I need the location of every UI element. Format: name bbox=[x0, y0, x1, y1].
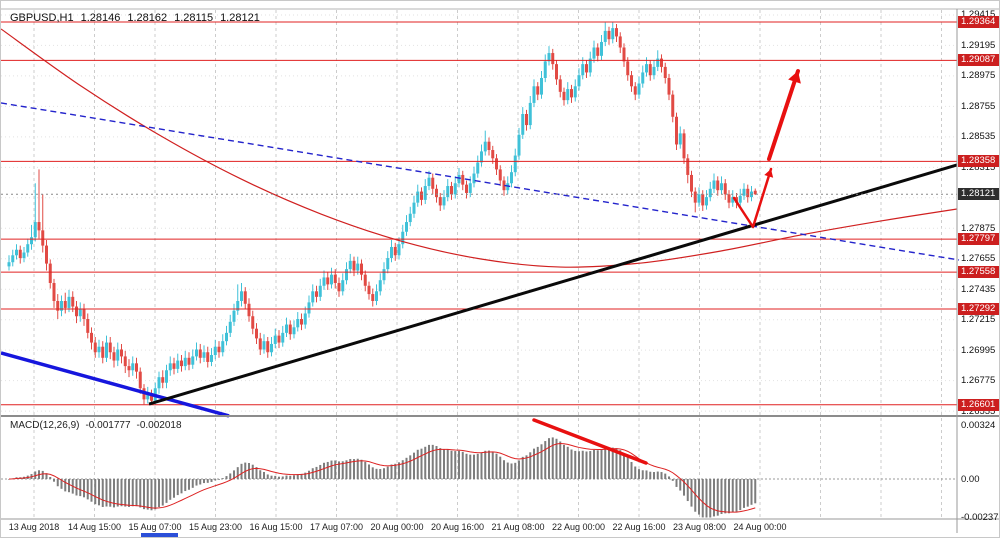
macd-axis-tick: 0.00324 bbox=[961, 419, 996, 431]
time-axis-label: 20 Aug 00:00 bbox=[370, 522, 424, 532]
horizontal-scrollbar-thumb[interactable] bbox=[141, 533, 178, 537]
sr-price-badge: 1.28358 bbox=[958, 155, 999, 168]
price-axis-tick: 1.28755 bbox=[961, 100, 996, 112]
forecast-arrow-big[interactable] bbox=[767, 69, 801, 161]
time-axis-label: 20 Aug 16:00 bbox=[430, 522, 485, 532]
macd-histogram bbox=[8, 437, 757, 518]
time-axis-label: 24 Aug 00:00 bbox=[733, 522, 787, 532]
sr-price-badge: 1.27292 bbox=[958, 303, 999, 316]
time-axis-label: 15 Aug 23:00 bbox=[188, 522, 243, 532]
low-value: 1.28115 bbox=[174, 12, 214, 24]
price-axis-tick: 1.26775 bbox=[961, 375, 996, 387]
macd-axis-tick: -0.00237 bbox=[961, 512, 999, 523]
sr-price-badge: 1.27797 bbox=[958, 233, 999, 246]
current-price-badge: 1.28121 bbox=[958, 188, 999, 201]
price-axis-tick: 1.29415 bbox=[961, 9, 996, 21]
time-axis-label: 13 Aug 2018 bbox=[8, 522, 60, 532]
price-axis-tick: 1.27435 bbox=[961, 283, 996, 295]
macd-signal-line bbox=[8, 442, 756, 513]
support-resistance-lines[interactable] bbox=[1, 21, 957, 406]
price-axis-tick: 1.28975 bbox=[961, 70, 996, 82]
candles-layer bbox=[7, 22, 757, 405]
sr-price-badge: 1.26601 bbox=[958, 398, 999, 411]
grid-layer bbox=[1, 10, 957, 519]
blue-dashed-trendline[interactable] bbox=[1, 102, 960, 261]
close-value: 1.28121 bbox=[220, 12, 260, 24]
forecast-arrow-small[interactable] bbox=[732, 167, 774, 229]
price-axis-tick: 1.27215 bbox=[961, 314, 996, 326]
time-axis-label: 15 Aug 07:00 bbox=[128, 522, 182, 532]
time-axis-label: 21 Aug 08:00 bbox=[491, 522, 545, 532]
ohlc-header: GBPUSD,H1 1.28146 1.28162 1.28115 1.2812… bbox=[10, 12, 260, 24]
sr-price-badge: 1.27558 bbox=[958, 266, 999, 279]
time-axis-label: 22 Aug 16:00 bbox=[612, 522, 666, 532]
macd-downtrend-annotation[interactable] bbox=[532, 418, 648, 465]
time-axis-label: 22 Aug 00:00 bbox=[551, 522, 606, 532]
price-axis-tick: 1.26995 bbox=[961, 344, 996, 356]
price-axis-tick: 1.29195 bbox=[961, 39, 996, 51]
macd-value: -0.001777 bbox=[85, 420, 131, 431]
sr-price-badge: 1.29087 bbox=[958, 54, 999, 67]
price-axis-tick: 1.26555 bbox=[961, 405, 996, 417]
sr-price-badge: 1.29364 bbox=[958, 16, 999, 29]
open-value: 1.28146 bbox=[80, 12, 121, 24]
macd-label: MACD(12,26,9) bbox=[10, 420, 80, 431]
red-ma-curve[interactable] bbox=[1, 28, 958, 268]
price-axis-tick: 1.27655 bbox=[961, 253, 996, 265]
time-axis-label: 23 Aug 08:00 bbox=[672, 522, 727, 532]
high-value: 1.28162 bbox=[127, 12, 168, 24]
black-uptrend-line[interactable] bbox=[148, 163, 958, 406]
macd-header: MACD(12,26,9) -0.001777 -0.002018 bbox=[10, 420, 182, 431]
macd-axis-tick: 0.00 bbox=[961, 473, 980, 485]
symbol-period-label: GBPUSD,H1 bbox=[10, 12, 74, 24]
blue-trendline[interactable] bbox=[1, 351, 230, 418]
pane-separators bbox=[1, 8, 999, 533]
macd-signal-value: -0.002018 bbox=[136, 420, 182, 431]
price-axis-tick: 1.27875 bbox=[961, 222, 996, 234]
price-axis-tick: 1.28535 bbox=[961, 131, 996, 143]
time-axis-label: 14 Aug 15:00 bbox=[67, 522, 122, 532]
time-axis-label: 17 Aug 07:00 bbox=[309, 522, 364, 532]
time-axis-label: 16 Aug 15:00 bbox=[249, 522, 303, 532]
